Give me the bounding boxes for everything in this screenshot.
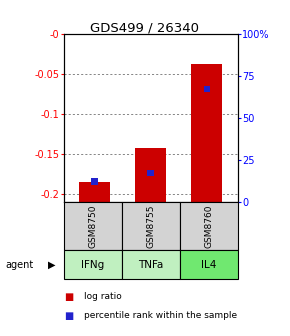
Text: TNFa: TNFa [138, 260, 164, 269]
Bar [79, 181, 110, 202]
Text: GSM8755: GSM8755 [146, 204, 155, 248]
Bar [191, 64, 222, 202]
Bar [135, 148, 166, 202]
Text: log ratio: log ratio [84, 292, 122, 301]
Text: percentile rank within the sample: percentile rank within the sample [84, 311, 237, 320]
Text: ▶: ▶ [48, 260, 55, 269]
Text: IFNg: IFNg [81, 260, 104, 269]
Text: ■: ■ [64, 292, 73, 302]
Text: agent: agent [6, 260, 34, 269]
Bar [91, 178, 98, 185]
Bar [204, 86, 210, 92]
Text: IL4: IL4 [201, 260, 217, 269]
Text: GSM8760: GSM8760 [204, 204, 213, 248]
Text: ■: ■ [64, 311, 73, 321]
Text: GSM8750: GSM8750 [88, 204, 97, 248]
Text: GDS499 / 26340: GDS499 / 26340 [90, 22, 200, 35]
Bar [147, 170, 154, 176]
